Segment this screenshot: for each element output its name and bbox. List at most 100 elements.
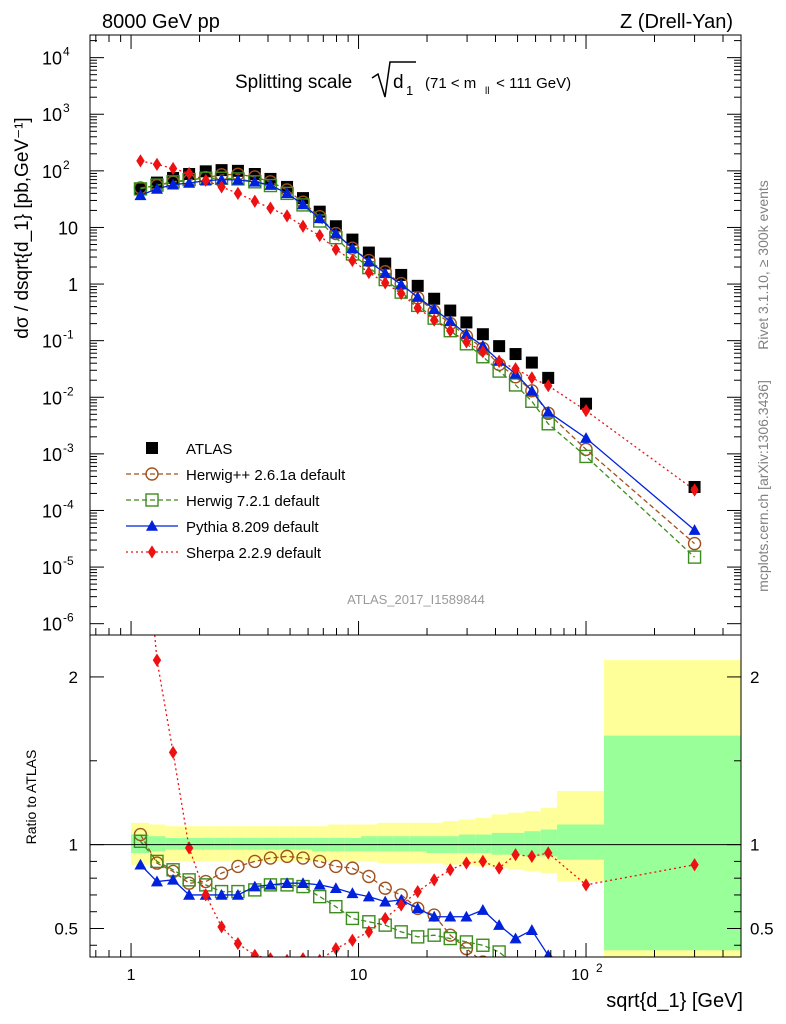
pythia-ratio-point bbox=[248, 880, 261, 892]
sherpa-main-point bbox=[413, 301, 422, 315]
atlas-main-point bbox=[411, 279, 424, 292]
sherpa-ratio-point bbox=[581, 878, 591, 892]
herwigpp-ratio-point bbox=[478, 955, 488, 957]
pythia-ratio-point bbox=[134, 858, 147, 870]
main-y-tick-label: 10 bbox=[42, 162, 62, 182]
ratio-uncertainty-bands bbox=[131, 660, 741, 957]
pythia-ratio-point bbox=[281, 877, 294, 889]
legend-item-atlas: ATLAS bbox=[146, 441, 232, 458]
main-y-tick-label: 10 bbox=[42, 388, 62, 408]
atlas-main-point bbox=[329, 220, 342, 233]
herwigpp-main-point bbox=[687, 536, 702, 551]
analysis-id-label: ATLAS_2017_I1589844 bbox=[347, 592, 485, 607]
herwigpp-ratio-point bbox=[378, 881, 392, 895]
plot-title-range-end: < 111 GeV) bbox=[492, 75, 571, 92]
sherpa-ratio-point bbox=[299, 952, 307, 957]
sherpa-main-point bbox=[201, 173, 210, 187]
pythia-ratio-point bbox=[264, 878, 277, 890]
atlas-main-point bbox=[509, 348, 522, 361]
main-y-tick-label-exponent: -5 bbox=[63, 554, 74, 568]
main-y-tick-label: 10 bbox=[42, 558, 62, 578]
ratio-ylabel: Ratio to ATLAS bbox=[23, 750, 39, 845]
pythia-ratio-point bbox=[362, 890, 375, 902]
herwig7-main-point bbox=[508, 378, 523, 392]
main-y-tick-label-exponent: -6 bbox=[63, 611, 74, 625]
herwigpp-main-point bbox=[579, 442, 593, 457]
herwig7-ratio-point bbox=[133, 834, 148, 848]
herwig7-ratio-line bbox=[139, 840, 507, 957]
herwig7-ratio-point bbox=[459, 935, 474, 949]
main-y-tick-label-exponent: 4 bbox=[63, 45, 70, 59]
herwig7-ratio-point bbox=[542, 981, 554, 993]
sherpa-ratio-point bbox=[136, 469, 144, 482]
legend-label: Herwig 7.2.1 default bbox=[186, 493, 320, 510]
legend: ATLAS Herwig++ 2.6.1a default Herwig 7.2.1… bbox=[126, 441, 346, 562]
plot-title-main: Splitting scale bbox=[235, 72, 352, 93]
sherpa-ratio-point bbox=[690, 858, 699, 872]
atlas-main-point bbox=[493, 340, 506, 353]
pythia-ratio-point bbox=[379, 895, 392, 907]
herwig7-main-point bbox=[541, 417, 555, 431]
plot-title: Splitting scale d 1 (71 < m ll < 111 GeV… bbox=[235, 61, 571, 98]
legend-label: Pythia 8.209 default bbox=[186, 519, 319, 536]
pythia-main-point bbox=[428, 303, 441, 314]
main-series-group bbox=[133, 154, 702, 564]
sherpa-main-point bbox=[348, 253, 357, 268]
sherpa-main-point bbox=[266, 201, 275, 215]
sherpa-ratio-point bbox=[429, 873, 439, 887]
ratio-y-tick-label: 1 bbox=[69, 836, 78, 855]
herwig7-main-line bbox=[140, 177, 696, 558]
pythia-main-point bbox=[167, 178, 180, 190]
herwigpp-ratio-point bbox=[231, 859, 245, 874]
pythia-ratio-line bbox=[140, 864, 555, 957]
herwigpp-ratio-point bbox=[214, 866, 229, 880]
data-uncertainty-band-green bbox=[149, 836, 166, 852]
data-uncertainty-band-green bbox=[557, 824, 605, 860]
data-uncertainty-band-green bbox=[524, 831, 541, 857]
main-ylabel: dσ / dsqrt{d_1} [pb,GeV⁻¹] bbox=[12, 117, 33, 338]
sherpa-ratio-point bbox=[152, 653, 162, 667]
sherpa-ratio-point bbox=[511, 848, 520, 862]
herwig7-ratio-point bbox=[411, 930, 425, 944]
pythia-ratio-point bbox=[543, 949, 553, 957]
sherpa-main-point bbox=[381, 276, 390, 290]
x-tick-label: 1 bbox=[127, 967, 136, 984]
x-axis-label: sqrt{d_1} [GeV] bbox=[606, 990, 743, 1012]
plot-title-range-sub: ll bbox=[485, 86, 489, 97]
pythia-main-point bbox=[281, 187, 294, 199]
pythia-ratio-point bbox=[313, 878, 326, 890]
legend-item-herwigpp: Herwig++ 2.6.1a default bbox=[126, 467, 346, 484]
sherpa-main-point bbox=[494, 354, 504, 369]
sherpa-main-point bbox=[511, 362, 520, 376]
herwigpp-ratio-point bbox=[248, 854, 262, 869]
pythia-main-point bbox=[362, 255, 375, 267]
herwig7-ratio-point bbox=[443, 931, 457, 946]
sherpa-main-point bbox=[282, 209, 292, 223]
sqrt-symbol bbox=[371, 61, 416, 98]
legend-item-herwig7: Herwig 7.2.1 default bbox=[126, 493, 320, 510]
sherpa-main-point bbox=[184, 166, 194, 181]
sherpa-ratio-point bbox=[250, 948, 260, 957]
plot-title-range: (71 < m bbox=[425, 75, 476, 92]
sherpa-ratio-point bbox=[544, 846, 553, 860]
main-y-tick-label-exponent: -4 bbox=[63, 497, 74, 511]
sherpa-ratio-point bbox=[201, 888, 210, 902]
plot-title-variable-sub: 1 bbox=[406, 83, 413, 98]
pythia-ratio-point bbox=[297, 877, 310, 889]
rivet-version-label: Rivet 3.1.10, ≥ 300k events bbox=[755, 180, 771, 350]
herwig7-ratio-point bbox=[394, 925, 408, 939]
pythia-ratio-point bbox=[689, 976, 701, 987]
pythia-main-point bbox=[215, 173, 228, 185]
sherpa-main-point bbox=[581, 404, 591, 418]
atlas-main-point bbox=[231, 164, 244, 177]
herwigpp-main-line bbox=[140, 173, 695, 545]
data-uncertainty-band-green bbox=[262, 837, 280, 850]
herwig7-ratio-point bbox=[580, 986, 592, 998]
legend-marker bbox=[146, 520, 158, 531]
ratio-y-tick-label: 0.5 bbox=[54, 919, 78, 938]
main-y-tick-label-exponent: -1 bbox=[63, 328, 74, 342]
data-uncertainty-band-green bbox=[197, 837, 215, 850]
atlas-main-point bbox=[248, 167, 261, 180]
herwig7-main-point bbox=[687, 550, 702, 564]
legend-item-pythia: Pythia 8.209 default bbox=[126, 519, 319, 536]
